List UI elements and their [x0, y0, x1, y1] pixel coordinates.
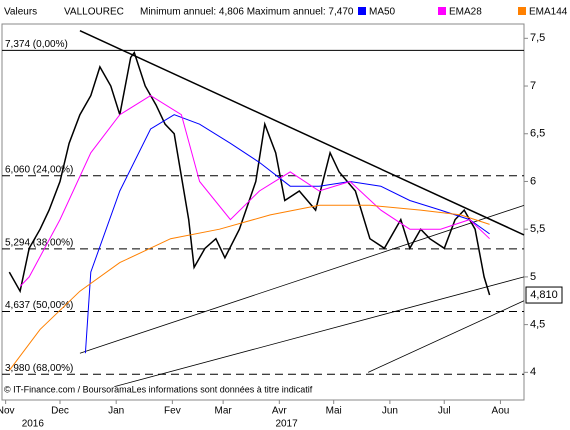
header-title: VALLOUREC: [64, 7, 124, 18]
y-tick-label: 4,5: [530, 319, 545, 331]
last-value-box: [525, 286, 563, 304]
level-label: 3,980 (68,00%): [5, 363, 73, 374]
trendline: [114, 276, 525, 388]
series-line: [8, 204, 490, 371]
x-tick-label: Mar: [215, 406, 233, 417]
trendline: [79, 29, 525, 236]
x-tick-label: Nov: [0, 406, 15, 417]
x-tick-label: Jan: [108, 406, 124, 417]
legend-swatch: [438, 7, 446, 15]
level-label: 7,374 (0,00%): [5, 39, 68, 50]
trendline: [79, 204, 525, 354]
legend-label: MA50: [369, 7, 396, 18]
year-label: 2017: [275, 419, 298, 430]
last-value-label: 4,810: [530, 289, 558, 301]
series-line: [84, 114, 490, 354]
trendline: [367, 300, 525, 373]
x-tick-label: Avr: [272, 406, 287, 417]
level-label: 4,637 (50,00%): [5, 300, 73, 311]
year-label: 2016: [22, 419, 45, 430]
y-tick-label: 4: [530, 366, 536, 378]
y-tick-label: 5: [530, 271, 536, 283]
footer: © IT-Finance.com / BoursoramaLes informa…: [4, 384, 313, 394]
x-tick-label: Dec: [51, 406, 69, 417]
x-tick-label: Jun: [382, 406, 398, 417]
series-line: [8, 50, 491, 296]
level-label: 5,294 (38,00%): [5, 237, 73, 248]
y-tick-label: 6: [530, 175, 536, 187]
y-tick-label: 7,5: [530, 32, 545, 44]
legend-label: EMA144: [529, 7, 568, 18]
legend-swatch: [518, 7, 526, 15]
x-tick-label: Jul: [438, 406, 451, 417]
plot-frame: [1, 23, 525, 401]
series-line: [19, 95, 490, 287]
legend-swatch: [358, 7, 366, 15]
x-tick-label: Mai: [326, 406, 342, 417]
header-field: Valeurs: [4, 7, 37, 18]
header-range: Minimum annuel: 4,806 Maximum annuel: 7,…: [140, 7, 354, 18]
y-tick-label: 7: [530, 80, 536, 92]
level-label: 6,060 (24,00%): [5, 164, 73, 175]
y-tick-label: 6,5: [530, 128, 545, 140]
y-tick-label: 5,5: [530, 223, 545, 235]
x-tick-label: Aou: [492, 406, 510, 417]
legend-label: EMA28: [449, 7, 482, 18]
x-tick-label: Fev: [164, 406, 181, 417]
